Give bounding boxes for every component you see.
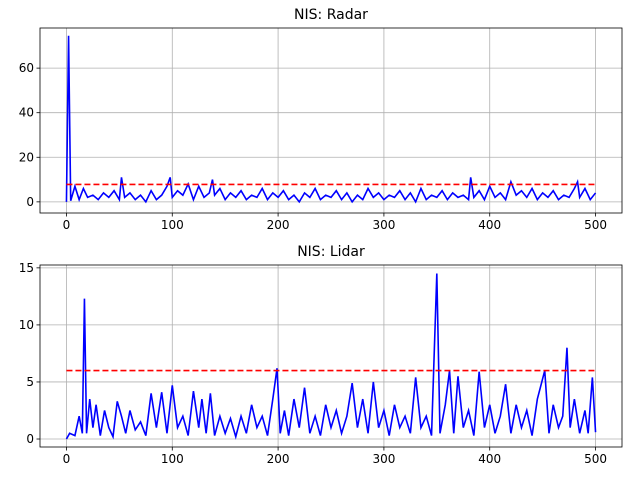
y-tick-label: 0 bbox=[26, 195, 34, 209]
x-tick-label: 100 bbox=[161, 452, 184, 466]
y-tick-label: 5 bbox=[26, 375, 34, 389]
data-line bbox=[65, 273, 597, 440]
x-tick-label: 0 bbox=[63, 218, 71, 232]
y-tick-label: 40 bbox=[19, 106, 34, 120]
y-tick-label: 60 bbox=[19, 61, 34, 75]
x-tick-label: 500 bbox=[584, 452, 607, 466]
x-tick-label: 400 bbox=[478, 452, 501, 466]
x-tick-label: 500 bbox=[584, 218, 607, 232]
data-line bbox=[65, 35, 597, 204]
x-tick-label: 200 bbox=[267, 218, 290, 232]
x-tick-label: 400 bbox=[478, 218, 501, 232]
axes-frame bbox=[39, 27, 623, 214]
axes-frame bbox=[39, 264, 623, 448]
x-tick-label: 0 bbox=[63, 452, 71, 466]
y-tick-label: 15 bbox=[19, 261, 34, 275]
y-tick-label: 10 bbox=[19, 318, 34, 332]
y-tick-label: 20 bbox=[19, 150, 34, 164]
y-tick-label: 0 bbox=[26, 432, 34, 446]
x-tick-label: 300 bbox=[372, 218, 395, 232]
chart-title: NIS: Lidar bbox=[297, 244, 365, 260]
x-tick-label: 300 bbox=[372, 452, 395, 466]
x-tick-label: 200 bbox=[267, 452, 290, 466]
x-tick-label: 100 bbox=[161, 218, 184, 232]
chart-title: NIS: Radar bbox=[294, 7, 368, 23]
